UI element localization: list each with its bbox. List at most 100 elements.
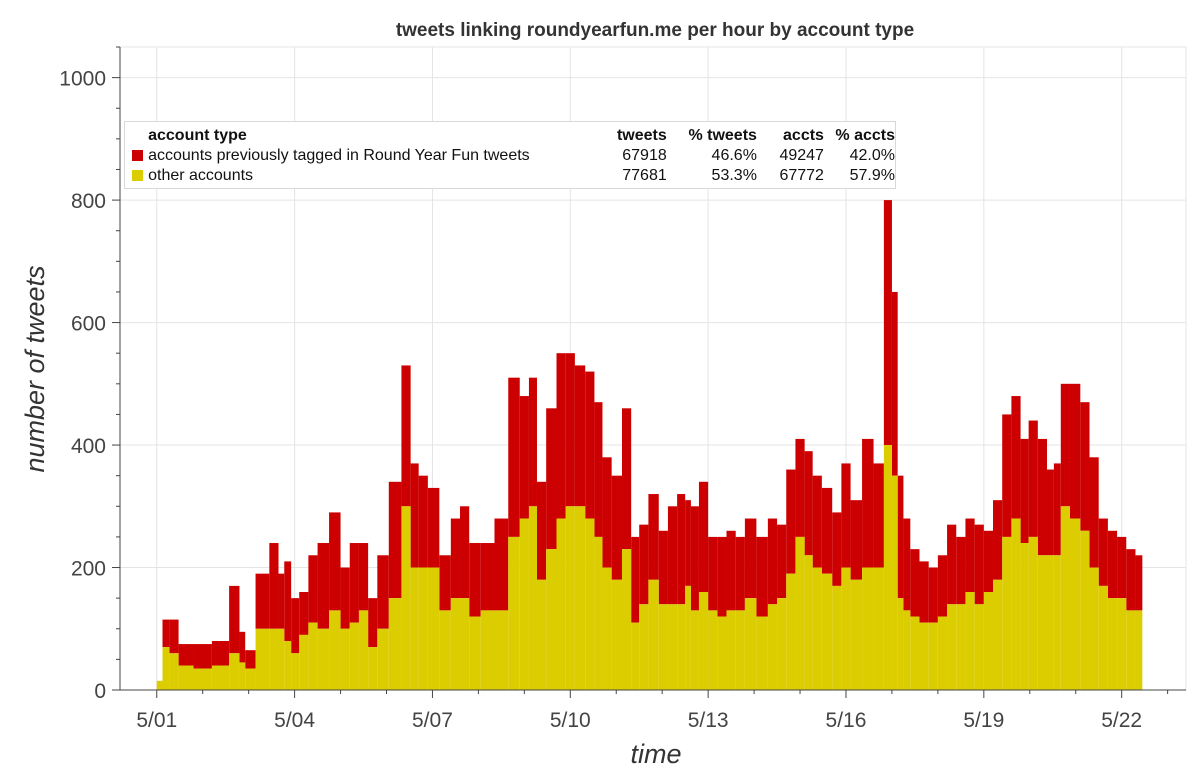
legend-accts: 67772 — [779, 167, 824, 184]
bar-other-accounts — [574, 506, 586, 690]
bar-previously-tagged — [377, 555, 389, 629]
bar-previously-tagged — [1089, 457, 1099, 568]
bar-previously-tagged — [239, 631, 246, 663]
bar-previously-tagged — [658, 530, 668, 605]
x-axis: 5/01 5/04 5/07 5/10 5/13 5/16 5/19 5/22 — [120, 689, 1186, 732]
bar-previously-tagged — [358, 543, 369, 611]
bar-other-accounts — [698, 592, 709, 690]
y-axis: 0 200 400 600 800 1000 — [59, 46, 121, 703]
bar-other-accounts — [862, 567, 874, 690]
series-previously-tagged — [162, 200, 1143, 669]
bar-previously-tagged — [812, 475, 822, 568]
legend-label: other accounts — [148, 167, 254, 184]
bar-other-accounts — [677, 604, 686, 690]
bar-previously-tagged — [756, 536, 768, 617]
bar-other-accounts — [368, 647, 378, 690]
bar-other-accounts — [480, 610, 495, 690]
bar-previously-tagged — [211, 641, 230, 666]
legend: account type tweets % tweets accts % acc… — [124, 121, 896, 189]
bar-other-accounts — [685, 585, 691, 690]
bar-other-accounts — [777, 598, 787, 690]
bar-other-accounts — [1053, 555, 1061, 690]
bar-other-accounts — [556, 518, 566, 690]
bar-other-accounts — [910, 616, 920, 690]
bar-previously-tagged — [418, 475, 428, 568]
bar-previously-tagged — [947, 524, 957, 605]
bar-other-accounts — [229, 653, 240, 690]
bar-other-accounts — [1011, 518, 1021, 690]
bar-previously-tagged — [368, 598, 378, 648]
bar-previously-tagged — [1080, 402, 1090, 531]
bar-other-accounts — [1069, 518, 1081, 690]
legend-pct-accts: 42.0% — [849, 147, 895, 164]
bar-other-accounts — [744, 598, 757, 690]
bar-other-accounts — [1037, 555, 1048, 690]
legend-row-previously-tagged: accounts previously tagged in Round Year… — [131, 146, 895, 166]
legend-header-accts: accts — [783, 127, 824, 144]
x-tick-label: 5/16 — [826, 709, 867, 732]
bar-previously-tagged — [193, 644, 212, 669]
bar-previously-tagged — [993, 500, 1003, 580]
bar-previously-tagged — [832, 512, 842, 586]
bar-previously-tagged — [565, 353, 575, 507]
bars — [156, 200, 1143, 690]
bar-previously-tagged — [1011, 396, 1021, 519]
x-tick-label: 5/22 — [1101, 709, 1142, 732]
bar-previously-tagged — [821, 487, 833, 574]
bar-previously-tagged — [229, 585, 240, 654]
x-tick-label: 5/04 — [274, 709, 315, 732]
bar-previously-tagged — [317, 543, 330, 629]
x-tick-label: 5/07 — [412, 709, 453, 732]
bar-other-accounts — [156, 680, 163, 690]
bar-other-accounts — [974, 604, 984, 690]
bar-other-accounts — [255, 628, 270, 690]
bar-other-accounts — [211, 665, 230, 690]
bar-previously-tagged — [974, 524, 984, 605]
bar-other-accounts — [418, 567, 428, 690]
bar-previously-tagged — [508, 377, 520, 537]
bar-other-accounts — [1126, 610, 1136, 690]
bar-previously-tagged — [903, 518, 911, 611]
bar-other-accounts — [928, 622, 938, 690]
bar-previously-tagged — [556, 353, 566, 519]
bar-previously-tagged — [631, 536, 640, 623]
bar-previously-tagged — [1020, 438, 1029, 544]
bar-previously-tagged — [278, 573, 285, 629]
bar-other-accounts — [284, 641, 292, 690]
bar-previously-tagged — [255, 573, 270, 629]
bar-other-accounts — [919, 622, 929, 690]
bar-other-accounts — [631, 622, 640, 690]
bar-other-accounts — [299, 634, 309, 690]
bar-previously-tagged — [873, 463, 884, 568]
bar-previously-tagged — [401, 365, 411, 507]
bar-previously-tagged — [891, 291, 898, 476]
bar-other-accounts — [439, 610, 451, 690]
bar-other-accounts — [349, 622, 359, 690]
bar-previously-tagged — [1098, 518, 1108, 586]
bar-other-accounts — [469, 616, 481, 690]
bar-previously-tagged — [777, 524, 787, 599]
bar-previously-tagged — [708, 536, 718, 611]
bar-previously-tagged — [919, 561, 929, 623]
bar-other-accounts — [1028, 536, 1038, 690]
bar-previously-tagged — [611, 475, 622, 580]
bar-previously-tagged — [439, 555, 451, 611]
x-tick-label: 5/13 — [688, 709, 729, 732]
bar-other-accounts — [594, 536, 603, 690]
legend-table: account type tweets % tweets accts % acc… — [131, 126, 895, 186]
chart-title: tweets linking roundyearfun.me per hour … — [396, 20, 914, 41]
legend-row-other-accounts: other accounts 77681 53.3% 67772 57.9% — [131, 166, 895, 186]
bar-previously-tagged — [937, 555, 948, 617]
bar-other-accounts — [812, 567, 822, 690]
bar-other-accounts — [450, 598, 461, 690]
bar-other-accounts — [658, 604, 668, 690]
bar-other-accounts — [1135, 610, 1143, 690]
y-tick-label: 1000 — [59, 68, 106, 91]
bar-other-accounts — [832, 585, 842, 690]
bar-other-accounts — [427, 567, 440, 690]
bar-previously-tagged — [1047, 469, 1054, 556]
bar-previously-tagged — [726, 530, 736, 611]
bar-previously-tagged — [427, 487, 440, 568]
bar-other-accounts — [162, 647, 170, 690]
y-tick-label: 600 — [71, 313, 106, 336]
